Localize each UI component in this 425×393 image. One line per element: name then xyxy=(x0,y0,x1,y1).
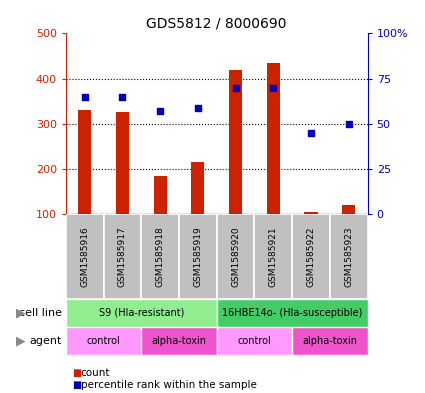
Bar xyxy=(330,214,368,299)
Text: ■: ■ xyxy=(72,368,82,378)
Text: ■: ■ xyxy=(72,380,82,390)
Text: 16HBE14o- (Hla-susceptible): 16HBE14o- (Hla-susceptible) xyxy=(222,308,363,318)
Bar xyxy=(66,327,141,355)
Bar xyxy=(141,327,217,355)
Text: S9 (Hla-resistant): S9 (Hla-resistant) xyxy=(99,308,184,318)
Bar xyxy=(78,110,91,214)
Bar xyxy=(141,214,179,299)
Bar xyxy=(304,212,317,214)
Point xyxy=(157,108,164,114)
Point xyxy=(308,130,314,136)
Point xyxy=(81,94,88,100)
Text: alpha-toxin: alpha-toxin xyxy=(303,336,357,346)
Text: control: control xyxy=(238,336,271,346)
Text: GSM1585918: GSM1585918 xyxy=(156,226,164,287)
Text: alpha-toxin: alpha-toxin xyxy=(152,336,207,346)
Text: percentile rank within the sample: percentile rank within the sample xyxy=(81,380,257,390)
Bar xyxy=(229,70,242,214)
Bar xyxy=(66,214,104,299)
Text: agent: agent xyxy=(29,336,62,346)
Text: GSM1585921: GSM1585921 xyxy=(269,226,278,287)
Text: GSM1585920: GSM1585920 xyxy=(231,226,240,287)
Bar xyxy=(66,299,217,327)
Bar xyxy=(217,214,255,299)
Bar xyxy=(267,63,280,214)
Text: GSM1585923: GSM1585923 xyxy=(344,226,353,287)
Point xyxy=(195,105,201,111)
Bar xyxy=(217,299,368,327)
Title: GDS5812 / 8000690: GDS5812 / 8000690 xyxy=(147,17,287,31)
Point xyxy=(270,84,277,91)
Bar xyxy=(116,112,129,214)
Point xyxy=(346,121,352,127)
Text: ▶: ▶ xyxy=(17,334,26,348)
Point xyxy=(119,94,126,100)
Bar xyxy=(292,327,368,355)
Bar xyxy=(292,214,330,299)
Text: ▶: ▶ xyxy=(17,306,26,320)
Text: control: control xyxy=(87,336,120,346)
Point xyxy=(232,84,239,91)
Text: GSM1585916: GSM1585916 xyxy=(80,226,89,287)
Bar xyxy=(255,214,292,299)
Bar xyxy=(217,327,292,355)
Text: count: count xyxy=(81,368,110,378)
Text: GSM1585922: GSM1585922 xyxy=(306,226,315,286)
Text: GSM1585919: GSM1585919 xyxy=(193,226,202,287)
Bar xyxy=(342,205,355,214)
Text: cell line: cell line xyxy=(19,308,62,318)
Bar xyxy=(153,176,167,214)
Text: GSM1585917: GSM1585917 xyxy=(118,226,127,287)
Bar xyxy=(191,162,204,214)
Bar xyxy=(104,214,141,299)
Bar xyxy=(179,214,217,299)
